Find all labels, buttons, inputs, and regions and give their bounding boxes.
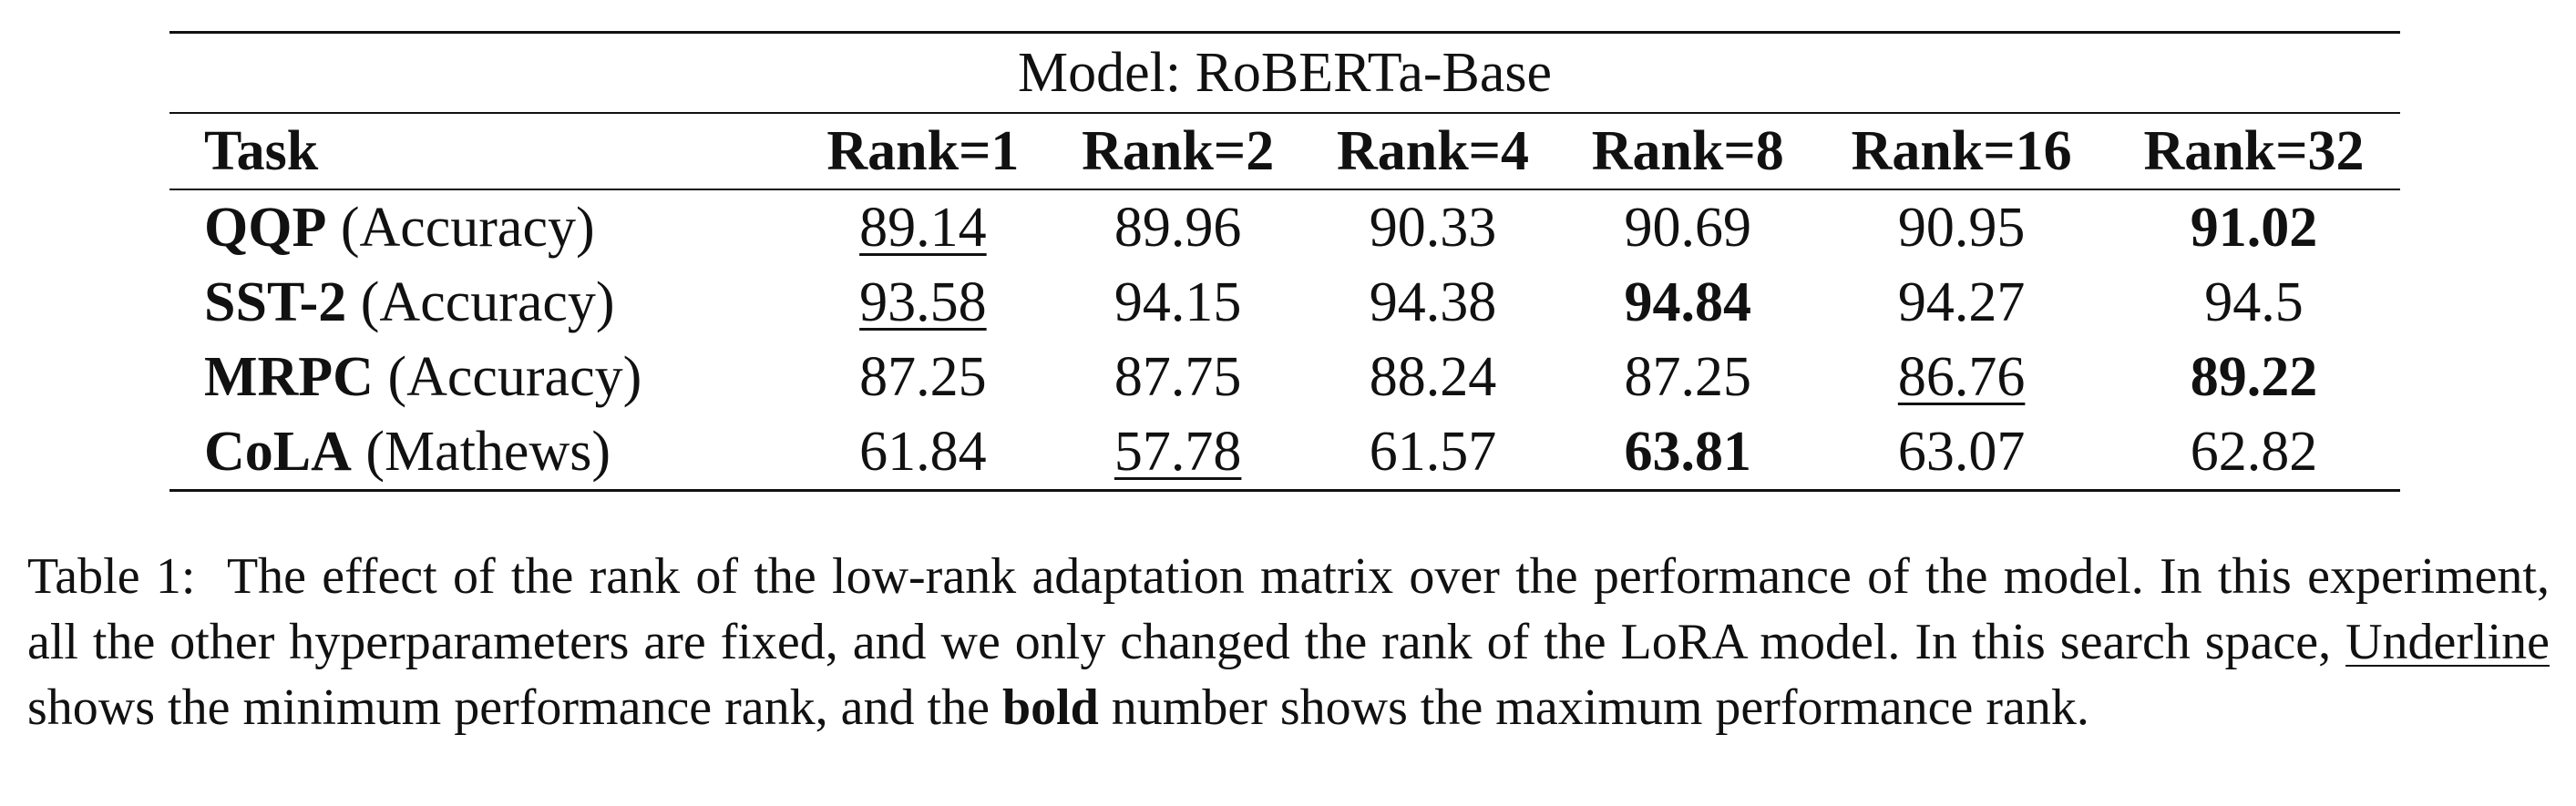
header-rank-8: Rank=8	[1591, 120, 1784, 182]
results-table-container: Model: RoBERTa-Base Task Rank=1 Rank=2 R…	[169, 31, 2400, 492]
header-rank-2: Rank=2	[1082, 120, 1275, 182]
caption-label: Table 1:	[27, 548, 196, 605]
model-label: Model: RoBERTa-Base	[1017, 42, 1553, 104]
caption-underline-word: Underline	[2345, 614, 2550, 670]
value-cell: 94.27	[1897, 271, 2026, 333]
caption-text-1: The effect of the rank of the low-rank a…	[27, 548, 2550, 670]
task-name: SST-2	[204, 271, 347, 333]
value-cell: 89.22	[2190, 346, 2318, 408]
task-cell: SST-2 (Accuracy)	[169, 265, 795, 340]
value-cell: 89.14	[859, 197, 987, 259]
header-rank-1: Rank=1	[826, 120, 1020, 182]
caption-text-2: shows the minimum performance rank, and …	[27, 679, 1002, 736]
value-cell: 90.69	[1624, 197, 1752, 259]
caption-text-3: number shows the maximum performance ran…	[1098, 679, 2089, 736]
task-cell: QQP (Accuracy)	[169, 189, 795, 265]
value-cell: 94.5	[2204, 271, 2304, 333]
task-cell: CoLA (Mathews)	[169, 414, 795, 491]
value-cell: 89.96	[1114, 197, 1242, 259]
task-metric: (Accuracy)	[360, 271, 615, 333]
table-caption: Table 1: The effect of the rank of the l…	[27, 544, 2550, 740]
value-cell: 88.24	[1369, 346, 1497, 408]
table-row: MRPC (Accuracy) 87.25 87.75 88.24 87.25 …	[169, 340, 2400, 414]
value-cell: 62.82	[2190, 421, 2318, 483]
table-row: SST-2 (Accuracy) 93.58 94.15 94.38 94.84…	[169, 265, 2400, 340]
value-cell: 94.84	[1624, 271, 1752, 333]
task-metric: (Accuracy)	[340, 197, 595, 259]
column-header-row: Task Rank=1 Rank=2 Rank=4 Rank=8 Rank=16…	[169, 113, 2400, 189]
task-name: MRPC	[204, 346, 374, 408]
value-cell: 87.75	[1114, 346, 1242, 408]
header-rank-4: Rank=4	[1336, 120, 1530, 182]
model-header-row: Model: RoBERTa-Base	[169, 32, 2400, 114]
value-cell: 57.78	[1114, 421, 1242, 483]
task-cell: MRPC (Accuracy)	[169, 340, 795, 414]
task-name: QQP	[204, 197, 327, 259]
table-row: QQP (Accuracy) 89.14 89.96 90.33 90.69 9…	[169, 189, 2400, 265]
table-row: CoLA (Mathews) 61.84 57.78 61.57 63.81 6…	[169, 414, 2400, 491]
value-cell: 94.38	[1369, 271, 1497, 333]
task-name: CoLA	[204, 421, 352, 483]
header-task: Task	[204, 120, 319, 182]
results-table: Model: RoBERTa-Base Task Rank=1 Rank=2 R…	[169, 31, 2400, 492]
value-cell: 87.25	[1624, 346, 1752, 408]
value-cell: 90.33	[1369, 197, 1497, 259]
task-metric: (Accuracy)	[387, 346, 642, 408]
value-cell: 61.84	[859, 421, 987, 483]
value-cell: 94.15	[1114, 271, 1242, 333]
value-cell: 91.02	[2190, 197, 2318, 259]
value-cell: 63.81	[1624, 421, 1752, 483]
task-metric: (Mathews)	[365, 421, 611, 483]
value-cell: 63.07	[1897, 421, 2026, 483]
value-cell: 93.58	[859, 271, 987, 333]
value-cell: 90.95	[1897, 197, 2026, 259]
caption-bold-word: bold	[1001, 679, 1099, 736]
header-rank-32: Rank=32	[2143, 120, 2365, 182]
value-cell: 61.57	[1369, 421, 1497, 483]
header-rank-16: Rank=16	[1851, 120, 2072, 182]
value-cell: 86.76	[1897, 346, 2026, 408]
value-cell: 87.25	[859, 346, 987, 408]
